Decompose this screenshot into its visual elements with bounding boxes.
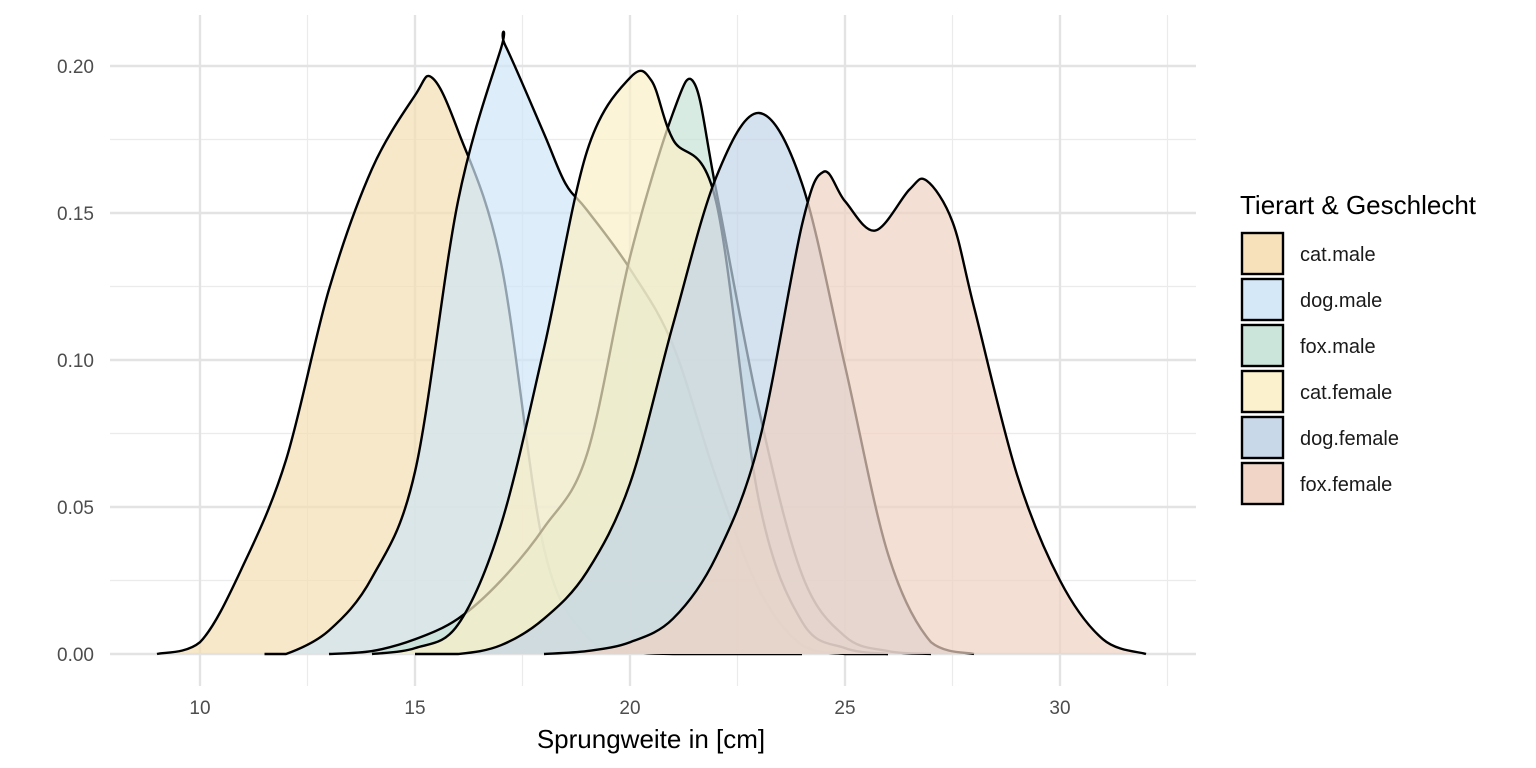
legend-key-dog-male	[1240, 277, 1285, 322]
legend-key-fox-male	[1240, 323, 1285, 368]
legend-label-fox-male: fox.male	[1300, 336, 1376, 358]
y-tick-label: 0.10	[57, 351, 94, 372]
legend-key-cat-male	[1240, 231, 1285, 276]
x-tick-label: 10	[189, 698, 210, 719]
y-tick-label: 0.20	[57, 57, 94, 78]
x-tick-label: 30	[1049, 698, 1070, 719]
x-tick-label: 25	[834, 698, 855, 719]
x-tick-label: 20	[619, 698, 640, 719]
y-tick-label: 0.05	[57, 498, 94, 519]
legend-key-cat-female	[1240, 369, 1285, 414]
density-areas	[156, 30, 1147, 656]
legend-items: cat.male dog.male fox.male cat.female dog.fe…	[1240, 231, 1399, 506]
y-axis-ticks: 0.00 0.05 0.10 0.15 0.20	[57, 57, 94, 666]
y-tick-label: 0.15	[57, 204, 94, 225]
legend-key-fox-female	[1240, 461, 1285, 506]
legend-label-fox-female: fox.female	[1300, 474, 1392, 496]
legend: Tierart & Geschlecht cat.male dog.male fox…	[1240, 190, 1477, 506]
x-axis-title: Sprungweite in [cm]	[537, 724, 765, 754]
legend-label-dog-female: dog.female	[1300, 428, 1399, 450]
x-axis-ticks: 10 15 20 25 30	[189, 698, 1070, 719]
legend-key-dog-female	[1240, 415, 1285, 460]
density-area-fox-female	[544, 171, 1146, 654]
legend-label-cat-female: cat.female	[1300, 382, 1392, 404]
x-tick-label: 15	[404, 698, 425, 719]
y-tick-label: 0.00	[57, 645, 94, 666]
legend-title: Tierart & Geschlecht	[1240, 190, 1477, 220]
density-outline-fox-female	[543, 170, 1147, 656]
legend-label-dog-male: dog.male	[1300, 290, 1382, 312]
legend-label-cat-male: cat.male	[1300, 244, 1376, 266]
